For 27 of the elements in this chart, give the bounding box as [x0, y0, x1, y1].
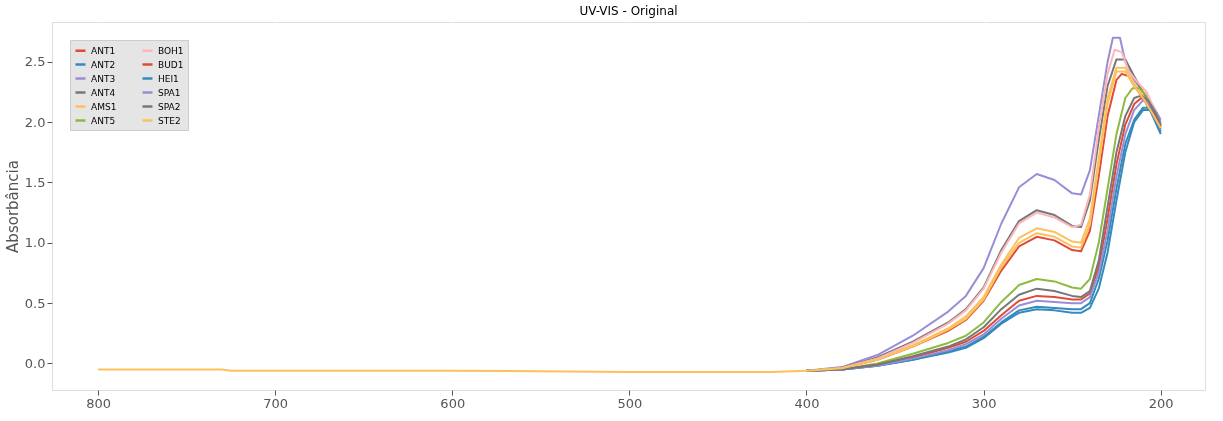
- x-tick-label: 300: [971, 395, 997, 411]
- chart-title: UV-VIS - Original: [579, 4, 678, 18]
- legend-label: AMS1: [91, 101, 117, 112]
- x-tick-label: 600: [440, 395, 466, 411]
- legend-label: ANT2: [91, 59, 116, 70]
- x-tick-label: 700: [263, 395, 289, 411]
- x-tick-label: 200: [1148, 395, 1174, 411]
- x-tick-label: 500: [617, 395, 643, 411]
- legend-label: BOH1: [158, 45, 184, 56]
- x-tick-label: 400: [794, 395, 820, 411]
- x-tick-label: 800: [86, 395, 111, 411]
- legend-label: SPA2: [158, 101, 181, 112]
- legend-label: HEI1: [158, 73, 179, 84]
- y-tick-label: 0.0: [24, 355, 46, 371]
- y-tick-label: 1.5: [24, 174, 46, 190]
- legend-label: BUD1: [158, 59, 184, 70]
- y-tick-label: 2.5: [24, 54, 46, 70]
- legend-label: ANT5: [91, 115, 116, 126]
- y-tick-label: 1.0: [24, 235, 46, 251]
- y-tick-label: 0.5: [24, 295, 46, 311]
- legend-label: SPA1: [158, 87, 181, 98]
- legend-label: ANT3: [91, 73, 116, 84]
- legend-label: ANT1: [91, 45, 116, 56]
- legend-label: ANT4: [91, 87, 116, 98]
- y-tick-label: 2.0: [24, 114, 46, 130]
- legend-label: STE2: [158, 115, 181, 126]
- y-axis-title: Absorbância: [3, 160, 22, 253]
